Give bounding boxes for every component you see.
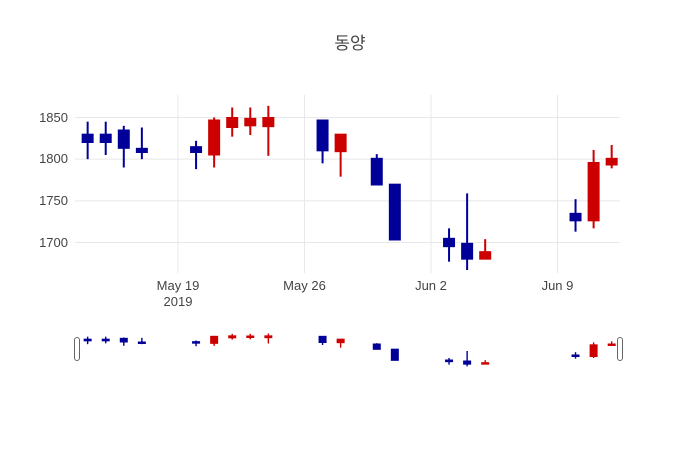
candle-body[interactable] (190, 146, 203, 154)
candle-body[interactable] (99, 133, 112, 144)
candle[interactable] (445, 358, 454, 365)
candle-body[interactable] (463, 360, 472, 365)
candle-body[interactable] (135, 147, 148, 153)
candle[interactable] (463, 351, 472, 367)
candle-body[interactable] (605, 157, 618, 166)
candle[interactable] (589, 342, 598, 358)
candle-body[interactable] (83, 338, 92, 342)
candle-body[interactable] (208, 119, 221, 156)
candle-body[interactable] (246, 335, 255, 338)
candle[interactable] (117, 125, 130, 168)
candle-body[interactable] (370, 157, 383, 186)
candle[interactable] (607, 341, 616, 346)
candle[interactable] (443, 228, 456, 262)
candle[interactable] (461, 193, 474, 270)
candle-body[interactable] (81, 133, 94, 144)
main-plot[interactable] (75, 95, 620, 273)
candle-body[interactable] (119, 337, 128, 343)
candle-body[interactable] (336, 338, 345, 344)
rangeslider-right-handle[interactable] (617, 337, 623, 361)
candle[interactable] (318, 335, 327, 345)
candle[interactable] (390, 348, 399, 361)
candle[interactable] (228, 333, 237, 340)
candle[interactable] (83, 336, 92, 345)
x-tick-label: Jun 2 (415, 278, 447, 293)
candle[interactable] (135, 127, 148, 160)
candle-body[interactable] (479, 251, 492, 260)
candle[interactable] (119, 337, 128, 346)
candle-body[interactable] (226, 117, 239, 128)
candle-body[interactable] (589, 344, 598, 357)
candle[interactable] (479, 239, 492, 260)
candle-body[interactable] (210, 335, 219, 344)
candle-body[interactable] (388, 183, 401, 241)
candle[interactable] (481, 360, 490, 365)
candle-body[interactable] (607, 343, 616, 346)
candle[interactable] (334, 133, 347, 177)
candle-body[interactable] (318, 335, 327, 343)
candle-body[interactable] (192, 341, 201, 344)
candle-body[interactable] (445, 359, 454, 363)
candle-body[interactable] (587, 162, 600, 222)
candle[interactable] (587, 150, 600, 229)
x-tick-year-label: 2019 (163, 294, 193, 309)
candle[interactable] (264, 333, 273, 344)
candle[interactable] (208, 117, 221, 168)
candle[interactable] (192, 340, 201, 347)
candle[interactable] (388, 183, 401, 241)
candle-body[interactable] (117, 129, 130, 149)
candle-body[interactable] (264, 335, 273, 339)
candle[interactable] (137, 337, 146, 345)
chart-title: 동양 (334, 34, 366, 53)
candle[interactable] (605, 145, 618, 169)
candle-body[interactable] (137, 341, 146, 344)
candle[interactable] (101, 336, 110, 344)
candle-body[interactable] (390, 348, 399, 361)
candle[interactable] (190, 140, 203, 170)
candle-body[interactable] (244, 117, 257, 127)
candle[interactable] (246, 333, 255, 340)
candle-body[interactable] (262, 117, 275, 128)
y-tick-label: 1750 (39, 192, 68, 208)
rangeslider-left-handle[interactable] (74, 337, 80, 361)
candle[interactable] (210, 335, 219, 346)
y-tick-label: 1700 (39, 234, 68, 250)
candle[interactable] (81, 121, 94, 160)
candle-body[interactable] (372, 343, 381, 350)
candle[interactable] (244, 107, 257, 136)
candle-body[interactable] (569, 212, 582, 222)
candle[interactable] (336, 338, 345, 348)
candle[interactable] (316, 119, 329, 164)
candle-body[interactable] (571, 354, 580, 357)
x-tick-label: Jun 9 (541, 278, 574, 293)
candle[interactable] (571, 352, 580, 359)
candle[interactable] (370, 154, 383, 186)
x-tick-label: May 19 2019 (156, 278, 200, 309)
candle-body[interactable] (101, 338, 110, 342)
candle-body[interactable] (316, 119, 329, 152)
candle[interactable] (262, 105, 275, 156)
candle-body[interactable] (334, 133, 347, 153)
rangeslider[interactable] (75, 331, 620, 367)
y-tick-label: 1800 (39, 151, 68, 167)
candle-body[interactable] (461, 242, 474, 260)
candle[interactable] (372, 343, 381, 350)
candle[interactable] (99, 121, 112, 155)
candle-body[interactable] (228, 335, 237, 339)
candle-body[interactable] (443, 237, 456, 248)
candle[interactable] (226, 107, 239, 137)
candle[interactable] (569, 199, 582, 232)
candle-body[interactable] (481, 362, 490, 365)
y-tick-label: 1850 (39, 109, 68, 125)
x-tick-label: May 26 (283, 278, 326, 293)
